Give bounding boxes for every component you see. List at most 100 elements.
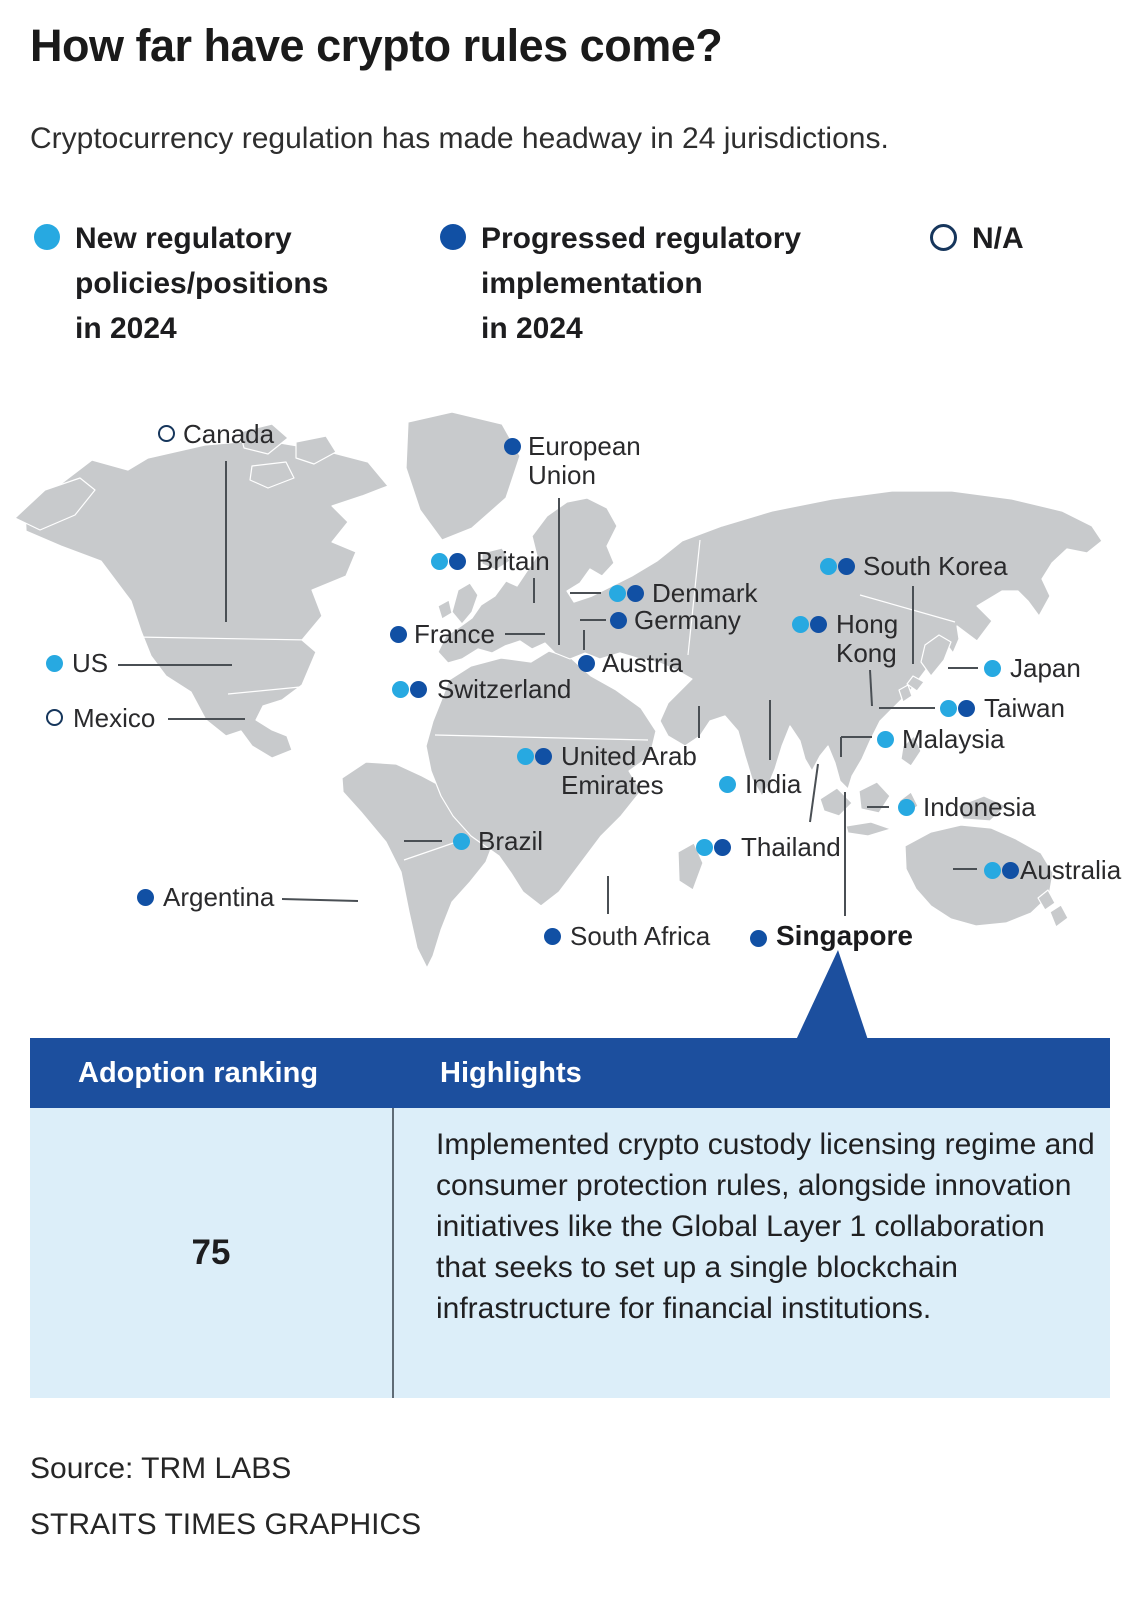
page-subtitle: Cryptocurrency regulation has made headw… (30, 122, 889, 155)
legend-item-na: N/A (930, 216, 1024, 261)
world-map (14, 411, 1103, 969)
eurasia-landmass (437, 490, 1103, 797)
switzerland-new-dot-icon (391, 680, 409, 698)
european-union-label: European Union (528, 431, 641, 490)
malaysia-label: Malaysia (902, 724, 1005, 754)
canada-label: Canada (183, 419, 275, 449)
arctic-islands (249, 461, 295, 489)
taiwan-new-dot-icon (939, 699, 957, 717)
thailand-progressed-dot-icon (713, 838, 731, 856)
south-korea-label: South Korea (863, 551, 1008, 581)
india-label: India (745, 769, 802, 799)
sumatra-landmass (819, 787, 853, 817)
legend-label: N/A (972, 222, 1024, 255)
switzerland-progressed-dot-icon (409, 680, 427, 698)
borneo-landmass (858, 781, 891, 814)
australia-new-dot-icon (983, 861, 1001, 879)
south-africa-label: South Africa (570, 921, 711, 951)
legend-na-dot-icon (930, 224, 957, 251)
legend-label: Progressed regulatory implementation in … (481, 222, 802, 345)
hong-kong-progressed-dot-icon (809, 615, 827, 633)
legend-label: New regulatory policies/positions in 202… (75, 222, 329, 345)
new-guinea-landmass (957, 795, 1007, 822)
new-zealand-landmass (1037, 889, 1056, 911)
denmark-progressed-dot-icon (626, 584, 644, 602)
madagascar-landmass (677, 842, 704, 891)
japan-landmass (906, 675, 925, 692)
brazil-label: Brazil (478, 826, 544, 856)
mexico-label: Mexico (73, 703, 156, 733)
uae-new-dot-icon (516, 747, 534, 765)
argentina-progressed-dot-icon (136, 888, 154, 906)
canada-na-dot-icon (158, 425, 175, 442)
page-title: How far have crypto rules come? (30, 20, 723, 71)
table-header: Adoption ranking Highlights (30, 1038, 1110, 1108)
arctic-islands (239, 423, 289, 455)
britain-new-dot-icon (430, 552, 448, 570)
australia-landmass (904, 824, 1054, 927)
highlights-text: Implemented crypto custody licensing reg… (436, 1128, 1095, 1325)
austria-progressed-dot-icon (577, 654, 595, 672)
japan-new-dot-icon (983, 659, 1001, 677)
ireland-landmass (437, 599, 453, 620)
indonesia-new-dot-icon (897, 798, 915, 816)
graphics-credit: STRAITS TIMES GRAPHICS (30, 1508, 422, 1541)
arctic-islands (295, 435, 337, 465)
japan-label: Japan (1010, 653, 1081, 683)
hong-kong-label: Hong Kong (836, 609, 899, 668)
us-label: US (72, 648, 109, 678)
singapore-progressed-dot-icon (749, 929, 767, 947)
column-header-adoption-ranking: Adoption ranking (78, 1056, 319, 1089)
legend-new-dot-icon (34, 224, 60, 250)
adoption-ranking-value: 75 (191, 1233, 231, 1272)
south-africa-progressed-dot-icon (543, 927, 561, 945)
legend-item-progressed: Progressed regulatory implementation in … (440, 216, 801, 351)
austria-label: Austria (602, 648, 683, 678)
switzerland-label: Switzerland (437, 674, 572, 704)
legend-item-new: New regulatory policies/positions in 202… (34, 216, 328, 351)
iceland-landmass (481, 547, 511, 571)
france-label: France (414, 619, 495, 649)
java-landmass (845, 821, 892, 837)
taiwan-landmass (898, 684, 913, 703)
japan-landmass (920, 634, 952, 677)
european-union-progressed-dot-icon (503, 437, 521, 455)
britain-label: Britain (476, 546, 550, 576)
australia-label: Australia (1020, 855, 1122, 885)
malaysia-new-dot-icon (876, 730, 894, 748)
new-zealand-landmass (1049, 904, 1069, 928)
hong-kong-new-dot-icon (791, 615, 809, 633)
uae-progressed-dot-icon (534, 747, 552, 765)
thailand-new-dot-icon (695, 838, 713, 856)
singapore-label: Singapore (776, 920, 913, 951)
us-new-dot-icon (45, 654, 63, 672)
argentina-label: Argentina (163, 882, 275, 912)
taiwan-progressed-dot-icon (957, 699, 975, 717)
philippines-landmass (900, 735, 922, 767)
taiwan-label: Taiwan (984, 693, 1065, 723)
alaska-landmass (14, 477, 96, 531)
india-new-dot-icon (718, 775, 736, 793)
source-credit: Source: TRM LABS (30, 1452, 292, 1485)
column-header-highlights: Highlights (440, 1056, 582, 1089)
table-row: 75 Implemented crypto custody licensing … (30, 1108, 1110, 1398)
denmark-label: Denmark (652, 578, 758, 608)
south-korea-new-dot-icon (819, 557, 837, 575)
mexico-na-dot-icon (46, 709, 63, 726)
country-borders (134, 539, 956, 861)
france-progressed-dot-icon (389, 625, 407, 643)
denmark-new-dot-icon (608, 584, 626, 602)
indonesia-label: Indonesia (923, 792, 1036, 822)
greenland-landmass (405, 411, 521, 541)
australia-progressed-dot-icon (1001, 861, 1019, 879)
thailand-label: Thailand (741, 832, 841, 862)
brazil-new-dot-icon (452, 832, 470, 850)
column-divider (392, 1108, 394, 1398)
uae-label: United Arab Emirates (561, 741, 697, 800)
south-korea-progressed-dot-icon (837, 557, 855, 575)
germany-progressed-dot-icon (609, 611, 627, 629)
britain-progressed-dot-icon (448, 552, 466, 570)
germany-label: Germany (634, 605, 741, 635)
legend-progressed-dot-icon (440, 224, 466, 250)
